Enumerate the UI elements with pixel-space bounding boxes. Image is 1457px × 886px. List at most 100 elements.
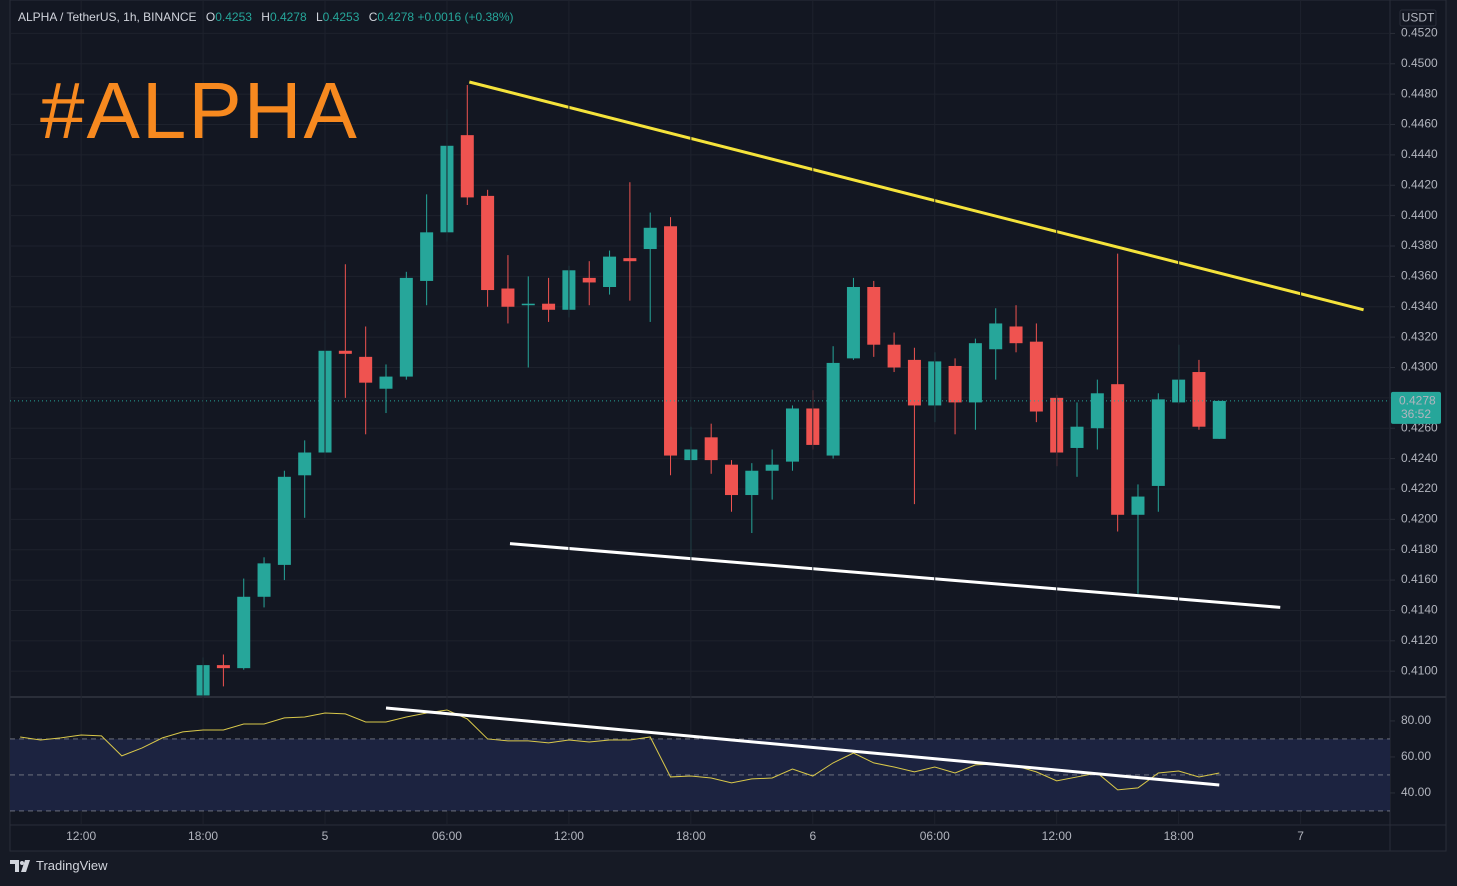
x-tick-label: 12:00: [1042, 829, 1072, 843]
candle-body: [481, 195, 495, 291]
candle-body: [542, 303, 556, 310]
ohlc-value: 0.4253: [215, 10, 252, 24]
candle-body: [603, 256, 617, 287]
ohlc-value: 0.4253: [322, 10, 360, 24]
change: +0.0016 (+0.38%): [417, 10, 514, 24]
candle-body: [420, 232, 434, 281]
x-tick-label: 12:00: [554, 829, 584, 843]
y-tick-label: 0.4140: [1401, 603, 1438, 617]
x-tick-label: 18:00: [188, 829, 218, 843]
trend-line: [509, 542, 1281, 609]
y-tick-label: 0.4460: [1401, 117, 1438, 131]
y-tick-label: 0.4340: [1401, 299, 1438, 313]
candle-body: [277, 476, 291, 565]
candle-body: [359, 356, 373, 383]
y-tick-label: 0.4420: [1401, 177, 1438, 191]
y-tick-label: 0.4380: [1401, 238, 1438, 252]
price-pane: [10, 0, 1390, 697]
candle-body: [867, 287, 881, 345]
candle-body: [1029, 341, 1043, 412]
annotation: #ALPHA: [40, 66, 359, 155]
last-price-box: [1391, 391, 1441, 424]
y-tick-label: 0.4240: [1401, 451, 1438, 465]
y-tick-label: 40.00: [1401, 785, 1431, 799]
candle-body: [745, 470, 759, 496]
candle-body: [887, 344, 901, 368]
candle-body: [1111, 384, 1125, 515]
candle-body: [399, 277, 413, 377]
candle-body: [460, 135, 474, 198]
candle-body: [948, 365, 962, 403]
chart-frame: [9, 0, 1447, 852]
y-tick-label: 0.4500: [1401, 56, 1438, 70]
y-tick-label: 0.4520: [1401, 26, 1438, 40]
candle-body: [582, 277, 596, 283]
candle-body: [907, 359, 921, 406]
candle-body: [1212, 400, 1226, 439]
ohlc-key: C: [368, 10, 378, 24]
candle-body: [968, 343, 982, 403]
rsi-pane: [10, 697, 1390, 825]
candle-body: [643, 227, 657, 250]
x-tick-label: 6: [809, 829, 816, 843]
axis-unit: USDT: [1402, 11, 1435, 25]
ohlc-value: 0.4278: [377, 10, 415, 24]
symbol: ALPHA / TetherUS, 1h, BINANCE: [18, 10, 197, 24]
x-tick-label: 12:00: [66, 829, 96, 843]
candle-body: [1090, 393, 1104, 429]
ohlc-value: 0.4278: [269, 10, 307, 24]
x-tick-label: 06:00: [432, 829, 462, 843]
trend-line: [468, 80, 1364, 312]
x-tick-label: 7: [1297, 829, 1304, 843]
x-tick-label: 5: [322, 829, 329, 843]
candle-body: [257, 563, 271, 597]
y-tick-label: 0.4360: [1401, 269, 1438, 283]
candle-body: [338, 350, 352, 354]
y-tick-label: 0.4100: [1401, 663, 1438, 677]
y-tick-label: 0.4220: [1401, 481, 1438, 495]
y-tick-label: 0.4120: [1401, 633, 1438, 647]
brand: TradingView: [36, 858, 108, 873]
symbol-header: ALPHA / TetherUS, 1h, BINANCE O0.4253 H0…: [18, 10, 514, 24]
y-tick-label: 0.4480: [1401, 86, 1438, 100]
unit-box: [1399, 9, 1437, 27]
axes: 0.4100 0.4120 0.4140 0.4160 0.4180 0.4200 0.42…: [66, 9, 1441, 843]
trend-line: [385, 706, 1220, 787]
y-tick-label: 0.4320: [1401, 329, 1438, 343]
candle-body: [521, 303, 535, 306]
candle-body: [1131, 496, 1145, 515]
candle-body: [379, 376, 393, 389]
candle-body: [237, 596, 251, 669]
candle-body: [704, 437, 718, 461]
candle-body: [765, 464, 779, 471]
candle-body: [1070, 426, 1084, 448]
candle-body: [725, 464, 739, 496]
countdown: 36:52: [1401, 407, 1431, 421]
candle-body: [1151, 399, 1165, 486]
y-tick-label: 0.4180: [1401, 542, 1438, 556]
candle-body: [1192, 372, 1206, 427]
candle-body: [298, 452, 312, 476]
ohlc-key: L: [315, 10, 323, 24]
y-tick-label: 0.4400: [1401, 208, 1438, 222]
candle-body: [826, 362, 840, 456]
candle-body: [1009, 326, 1023, 344]
y-tick-label: 80.00: [1401, 713, 1431, 727]
y-tick-label: 0.4200: [1401, 512, 1438, 526]
candle-body: [623, 258, 637, 262]
ohlc-key: H: [261, 10, 270, 24]
last-price-label: 0.4278: [1399, 394, 1436, 408]
candle-body: [216, 665, 230, 669]
y-tick-label: 60.00: [1401, 749, 1431, 763]
footer: TradingView: [10, 858, 108, 873]
candle-body: [501, 288, 515, 307]
y-tick-label: 0.4300: [1401, 360, 1438, 374]
x-tick-label: 18:00: [676, 829, 706, 843]
candle-body: [846, 287, 860, 359]
ohlc-key: O: [205, 10, 216, 24]
x-tick-label: 18:00: [1164, 829, 1194, 843]
y-tick-label: 0.4440: [1401, 147, 1438, 161]
y-tick-label: 0.4160: [1401, 572, 1438, 586]
